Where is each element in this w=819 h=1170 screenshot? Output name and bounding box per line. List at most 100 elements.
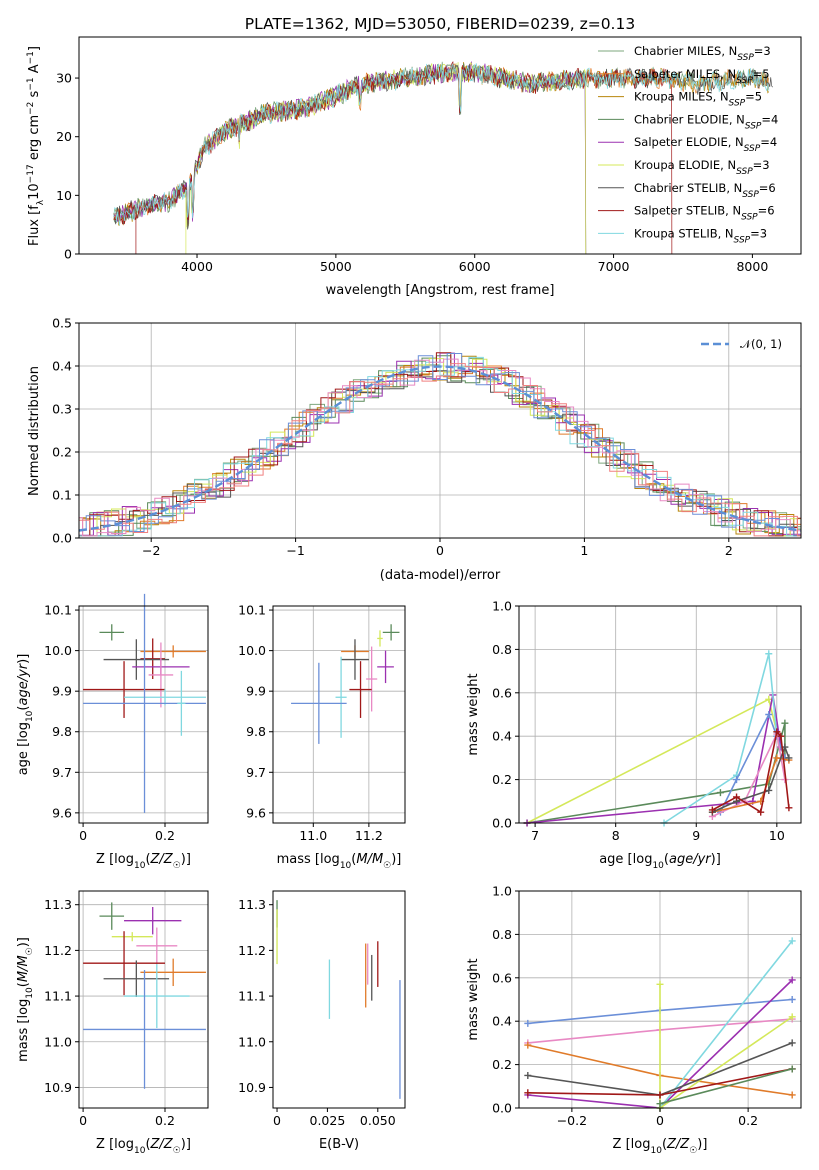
x-tick-label: 0.2 (155, 828, 175, 843)
x-axis-label: mass [log10(M/M☉)] (277, 852, 402, 871)
series-line (659, 1068, 793, 1105)
plot-area (83, 593, 206, 813)
axes-frame (78, 36, 802, 255)
y-axis-label: mass weight (466, 958, 481, 1040)
legend-entry: Kroupa STELIB, NSSP=3 (634, 226, 767, 245)
axes-frame (518, 605, 802, 824)
x-tick-label: 11.2 (355, 828, 383, 843)
legend: Chabrier MILES, NSSP=3 Salpeter MILES, NS… (598, 44, 778, 245)
y-tick-label: 9.7 (52, 765, 72, 780)
series (523, 695, 781, 827)
data-point (83, 593, 206, 813)
x-tick-label: 0.2 (155, 1113, 175, 1128)
y-tick-label: 9.9 (52, 684, 72, 699)
y-axis-label: age [log10(age/yr)] (16, 654, 35, 776)
spectrum-line-salpeter-stelib (113, 60, 673, 255)
spectrum-line-kroupa-stelib (113, 62, 770, 226)
y-tick-label: 0.1 (52, 488, 72, 503)
series-marker (656, 1100, 664, 1108)
series-marker (788, 976, 796, 984)
spectrum-line-chabrier-stelib (113, 63, 773, 230)
y-tick-label: 0.0 (492, 816, 512, 831)
series-marker (788, 1091, 796, 1099)
series-marker (656, 1091, 664, 1099)
data-point (341, 639, 369, 680)
axes-frame (272, 890, 406, 1109)
normal-curve (78, 365, 802, 532)
histogram-series (79, 353, 801, 537)
data-point (335, 656, 347, 738)
data-point (140, 645, 206, 658)
series-marker (781, 719, 789, 727)
y-tick-label: 0.4 (52, 359, 72, 374)
legend-entry: Salpeter ELODIE, NSSP=4 (634, 135, 777, 154)
x-tick-label: 1 (580, 543, 588, 558)
series-marker (788, 1013, 796, 1021)
data-point (382, 624, 400, 641)
y-tick-label: 20 (56, 129, 72, 144)
y-axis-label: mass [log10(M/M☉)] (16, 937, 35, 1062)
series-marker (788, 1039, 796, 1047)
x-tick-label: 0 (79, 828, 87, 843)
series-marker (765, 650, 773, 658)
panel-mass-weight-vs-metallicity: −0.2 0 0.2 0.0 0.2 0.4 0.6 0.8 1.0 Z [log10(Z/Z☉)… (466, 884, 802, 1156)
data-point (124, 964, 190, 1029)
series (656, 1065, 796, 1108)
axes-frame (78, 890, 209, 1109)
y-tick-label: 1.0 (492, 884, 512, 899)
x-axis-label: age [log10(age/yr)] (599, 852, 721, 871)
y-tick-label: 11.3 (44, 897, 72, 912)
series-marker (656, 980, 664, 988)
legend-entry: Kroupa MILES, NSSP=5 (634, 90, 762, 109)
histogram-series (79, 363, 801, 537)
y-axis-label: Flux [fλ10−17 erg cm−2 s−1 A−1] (26, 46, 46, 246)
series-marker (785, 754, 793, 762)
series-marker (524, 1071, 532, 1079)
data-point (177, 670, 186, 736)
panel-age-vs-mass: 11.0 11.2 9.6 9.7 9.8 9.9 10.0 10.1 mass [log10(… (238, 603, 406, 871)
legend-entry: 𝒩(0, 1) (740, 337, 782, 351)
y-tick-label: 9.8 (246, 724, 266, 739)
data-point (366, 646, 378, 712)
data-point (99, 624, 125, 641)
x-tick-label: 0 (79, 1113, 87, 1128)
panel-mass-vs-metallicity: 0 0.2 10.9 11.0 11.1 11.2 11.3 Z [log10(Z/Z☉)] m… (16, 890, 209, 1156)
y-tick-label: 0.0 (52, 531, 72, 546)
series-line (663, 653, 778, 824)
series-marker (773, 754, 781, 762)
y-tick-label: 11.0 (44, 1034, 72, 1049)
plot-area (78, 352, 802, 537)
x-axis-label: Z [log10(Z/Z☉)] (96, 852, 191, 871)
x-tick-label: 0 (436, 543, 444, 558)
y-tick-label: 11.3 (238, 897, 266, 912)
y-tick-label: 0.4 (492, 729, 512, 744)
data-point (103, 639, 170, 680)
y-tick-label: 11.2 (44, 943, 72, 958)
series-marker (524, 1041, 532, 1049)
y-tick-label: 9.6 (246, 805, 266, 820)
panel-spectrum: 4000 5000 6000 7000 8000 0 10 20 30 wavelength [A… (26, 36, 802, 298)
series-marker (765, 711, 773, 718)
series-marker (777, 732, 785, 740)
y-tick-label: 10 (56, 188, 72, 203)
spectrum-line-kroupa-elodie (185, 62, 587, 255)
legend-entry: Chabrier MILES, NSSP=3 (634, 44, 771, 63)
x-tick-label: 11.0 (299, 828, 327, 843)
series-marker (733, 776, 741, 784)
y-tick-label: 10.0 (238, 643, 266, 658)
x-tick-label: 8000 (736, 259, 768, 274)
plot-area (83, 902, 206, 1089)
axes-frame (272, 605, 406, 824)
plot-area (291, 624, 400, 744)
data-point (377, 630, 383, 647)
x-tick-label: 0.2 (738, 1113, 758, 1128)
series-line (712, 730, 790, 814)
legend-entry: Chabrier ELODIE, NSSP=4 (634, 112, 778, 131)
data-point (103, 960, 170, 997)
y-tick-label: 0.0 (492, 1101, 512, 1116)
y-tick-label: 11.1 (238, 989, 266, 1004)
data-point (377, 650, 394, 684)
x-tick-label: 0.025 (310, 1113, 346, 1128)
series-marker (788, 1065, 796, 1073)
y-tick-label: 0.6 (492, 970, 512, 985)
